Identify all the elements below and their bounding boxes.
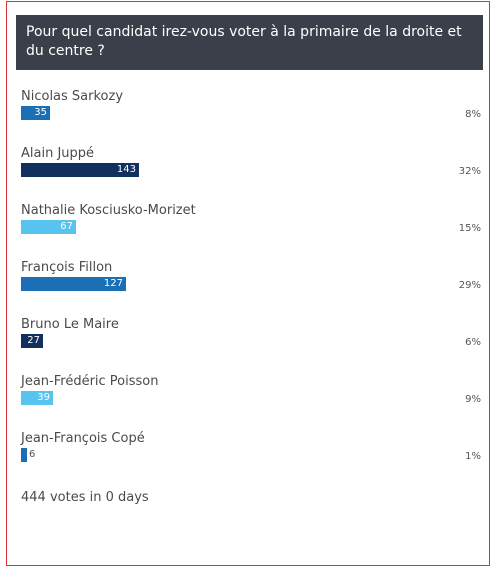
- poll-option-vote-count: 67: [60, 221, 73, 232]
- poll-option-bar: 6: [21, 448, 35, 462]
- poll-option-label: Nathalie Kosciusko-Morizet: [21, 203, 196, 218]
- poll-option-label: Nicolas Sarkozy: [21, 89, 124, 104]
- poll-option-percent: 9%: [465, 394, 481, 405]
- poll-option-bar: 39: [21, 391, 53, 405]
- poll-option-label: Alain Juppé: [21, 146, 95, 161]
- poll-option-vote-count: 6: [29, 449, 36, 460]
- poll-option[interactable]: Alain Juppé 143 32%: [21, 146, 481, 186]
- poll-option-vote-count: 127: [103, 278, 123, 289]
- poll-option-percent: 8%: [465, 109, 481, 120]
- poll-option-vote-count: 143: [116, 164, 136, 175]
- poll-option[interactable]: Jean-Frédéric Poisson 39 9%: [21, 374, 481, 414]
- poll-option-label: Jean-Frédéric Poisson: [21, 374, 159, 389]
- poll-option-bar: 35: [21, 106, 50, 120]
- poll-option[interactable]: François Fillon 127 29%: [21, 260, 481, 300]
- poll-option-vote-count: 27: [27, 335, 40, 346]
- poll-total-votes: 444 votes in 0 days: [21, 490, 149, 505]
- poll-option-bar: 27: [21, 334, 43, 348]
- poll-option[interactable]: Nicolas Sarkozy 35 8%: [21, 89, 481, 129]
- poll-option-vote-count: 39: [37, 392, 50, 403]
- poll-option-percent: 29%: [458, 280, 481, 291]
- poll-frame: [6, 1, 490, 566]
- poll-option-vote-count: 35: [34, 107, 47, 118]
- poll-question: Pour quel candidat irez-vous voter à la …: [16, 15, 483, 70]
- poll-option-bar: 127: [21, 277, 126, 291]
- poll-option-bar: 67: [21, 220, 76, 234]
- poll-option-percent: 6%: [465, 337, 481, 348]
- poll-option-percent: 1%: [465, 451, 481, 462]
- poll-option-label: Bruno Le Maire: [21, 317, 119, 332]
- poll-option[interactable]: Nathalie Kosciusko-Morizet 67 15%: [21, 203, 481, 243]
- poll-option[interactable]: Bruno Le Maire 27 6%: [21, 317, 481, 357]
- poll-option-bar: 143: [21, 163, 139, 177]
- poll-option-percent: 15%: [458, 223, 481, 234]
- poll-option-label: Jean-François Copé: [21, 431, 145, 446]
- poll-option-label: François Fillon: [21, 260, 113, 275]
- poll-option[interactable]: Jean-François Copé 6 1%: [21, 431, 481, 471]
- poll-option-percent: 32%: [458, 166, 481, 177]
